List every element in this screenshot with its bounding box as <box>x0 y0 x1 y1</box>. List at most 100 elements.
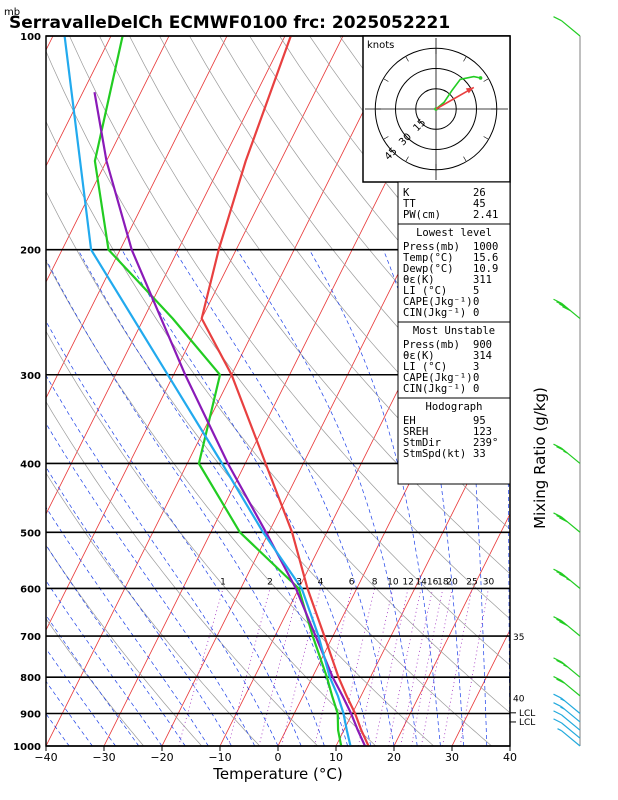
lowest-level-row-value: 0 <box>473 296 479 308</box>
index-row-value: 26 <box>473 187 486 199</box>
background-grid <box>46 36 510 746</box>
theta-e-label: 35 <box>513 633 524 643</box>
isotherm-line <box>393 513 510 746</box>
hodograph-index-row-value: 33 <box>473 448 486 460</box>
lowest-level-row-label: θε(K) <box>403 274 435 286</box>
mixing-ratio-label: 25 <box>466 577 477 587</box>
isotherm-line <box>335 397 510 746</box>
wind-barb-flag <box>553 702 562 708</box>
wind-barb-half-flag <box>557 728 562 732</box>
storm-motion-arrowhead <box>465 87 474 94</box>
wind-barb <box>553 443 581 464</box>
wind-barb-flag <box>559 303 568 309</box>
wind-barb-shaft <box>561 572 581 589</box>
mixing-ratio-label: 20 <box>446 577 458 587</box>
mixing-ratio-label: 2 <box>267 577 273 587</box>
hodograph-tick <box>463 56 467 62</box>
lowest-level-row-label: Temp(°C) <box>403 252 454 264</box>
moist-adiabat-line <box>46 466 232 746</box>
index-row-label: PW(cm) <box>403 209 441 221</box>
isotherm-line <box>46 36 170 283</box>
isotherm-line <box>46 36 402 746</box>
index-row-label: K <box>403 187 410 199</box>
pressure-axis: 100 200 300 400 500 600 700 800 900 1000 <box>13 32 41 753</box>
hodograph-point <box>478 76 483 80</box>
hodograph-index-row-label: EH <box>403 415 416 427</box>
lowest-level-row-label: Dewp(°C) <box>403 263 454 275</box>
most-unstable-row-value: 0 <box>473 372 479 384</box>
wind-barb <box>553 298 581 319</box>
lowest-level-row-value: 0 <box>473 307 479 319</box>
dry-adiabat-line <box>46 472 260 746</box>
temperature-tick-label: 20 <box>387 751 401 764</box>
wind-barb-shaft <box>561 447 581 464</box>
pressure-tick-label: 800 <box>20 673 41 684</box>
wind-barb-flag <box>553 710 562 716</box>
wind-barb-flag <box>553 616 562 622</box>
wind-barb-shaft <box>561 706 581 723</box>
mixing-ratio-line <box>358 588 394 746</box>
wind-barb-flag <box>556 659 565 665</box>
wind-barb <box>553 676 581 697</box>
wind-barb <box>553 693 581 714</box>
moist-adiabat-line <box>46 422 256 746</box>
wind-barb-flag <box>553 16 562 22</box>
wind-barb <box>557 728 581 747</box>
wind-barb-flag <box>553 568 562 574</box>
isotherm-line <box>46 36 286 515</box>
lowest-level-row-label: LI (°C) <box>403 285 447 297</box>
most-unstable-row-value: 900 <box>473 339 492 351</box>
pressure-tick-label: 600 <box>20 584 41 595</box>
isotherm-line <box>509 745 510 746</box>
hodograph-tick <box>483 78 489 82</box>
wind-barb-half-flag <box>560 698 565 702</box>
most-unstable-row-label: CIN(Jkg⁻¹) <box>403 383 466 395</box>
mixing-ratio-label: 30 <box>483 577 495 587</box>
wind-barb-shaft <box>561 661 581 678</box>
temperature-profile <box>200 36 370 746</box>
temperature-tick-label: −30 <box>92 751 115 764</box>
wind-barb-shaft <box>561 302 581 319</box>
mixing-ratio-label: 1 <box>220 577 226 587</box>
hodograph-index-title: Hodograph <box>426 401 483 413</box>
lowest-level-title: Lowest level <box>416 227 492 239</box>
wind-barb-flag <box>556 571 565 577</box>
moist-adiabat-line <box>46 648 116 746</box>
mixing-ratio-label: 10 <box>387 577 399 587</box>
wind-barb <box>553 710 581 731</box>
moist-adiabat-line <box>46 374 279 746</box>
dry-adiabat-line <box>46 50 510 666</box>
pressure-tick-label: 700 <box>20 632 41 643</box>
dry-adiabat-line <box>99 36 510 575</box>
temperature-tick-label: 30 <box>445 751 459 764</box>
wind-barb-shaft <box>561 20 581 37</box>
lowest-level-row-label: CIN(Jkg⁻¹) <box>403 307 466 319</box>
wetbulb-profile <box>63 36 352 746</box>
wind-barb-flag <box>556 678 565 684</box>
most-unstable-row-label: Press(mb) <box>403 339 460 351</box>
most-unstable-title: Most Unstable <box>413 325 495 337</box>
dry-adiabat-line <box>69 36 510 620</box>
lowest-level-row-value: 311 <box>473 274 492 286</box>
wind-barb-flag <box>553 676 562 682</box>
moist-adiabat-line <box>236 249 418 746</box>
mixing-ratio-label: 4 <box>318 577 324 587</box>
moist-adiabat-line <box>46 614 140 746</box>
hodograph-tick <box>383 136 389 140</box>
mixing-ratio-label: 3 <box>296 577 302 587</box>
dry-adiabat-line <box>46 618 144 746</box>
dewpoint-profile <box>93 36 343 746</box>
hodograph-tick <box>483 136 489 140</box>
most-unstable-row-label: CAPE(Jkg⁻¹) <box>403 372 473 384</box>
pressure-tick-label: 1000 <box>13 742 41 753</box>
wind-barb-flag <box>562 306 571 312</box>
wind-barb-half-flag <box>563 664 568 668</box>
most-unstable-row-value: 0 <box>473 383 479 395</box>
wind-barb-flag <box>556 446 565 452</box>
index-row-value: 45 <box>473 198 486 210</box>
mixing-ratio-line <box>374 588 409 746</box>
dry-adiabat-line <box>189 36 510 445</box>
moist-adiabat-line <box>46 713 70 746</box>
